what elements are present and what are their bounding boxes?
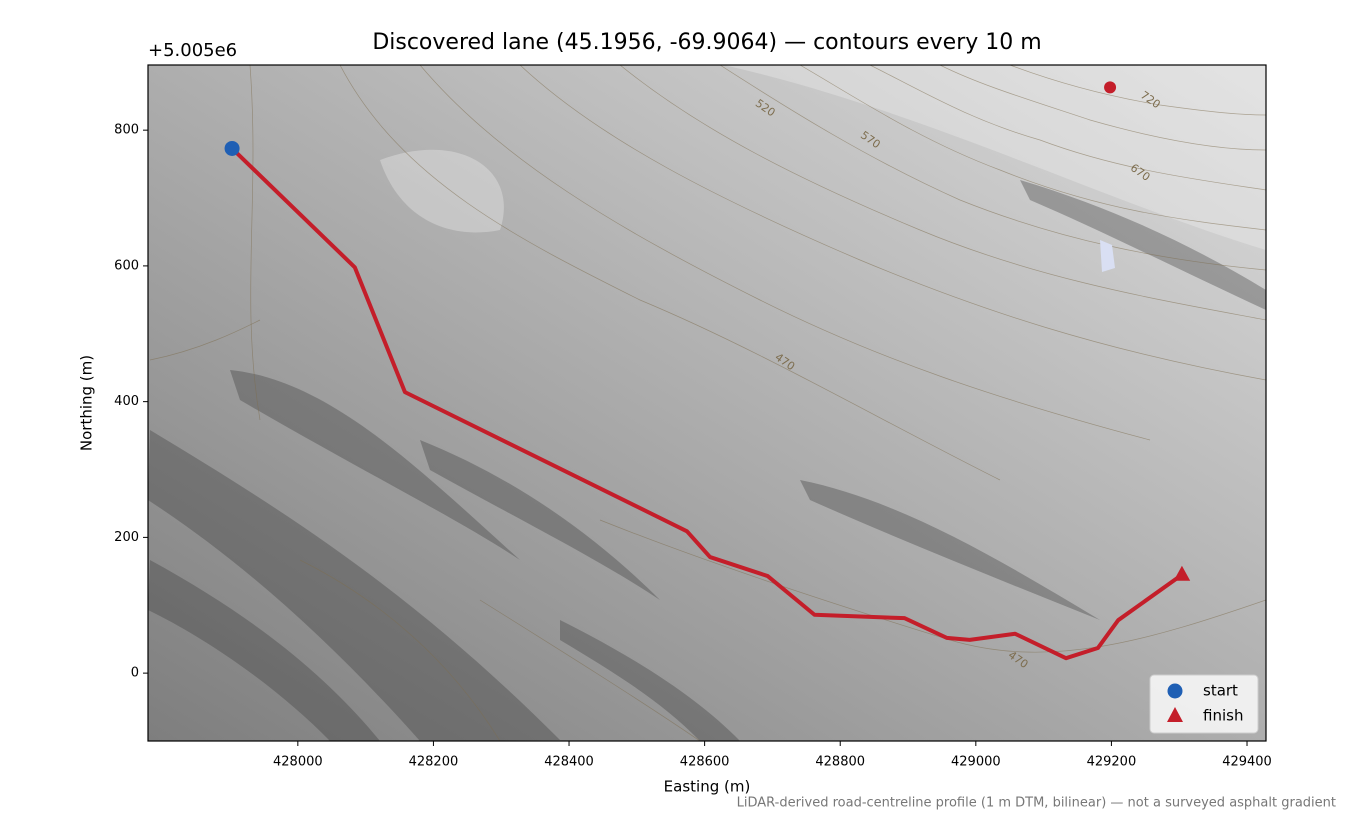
route-line [230,147,1184,661]
y-axis-label: Northing (m) [78,355,96,451]
finish-marker [1173,565,1191,581]
chart-title: Discovered lane (45.1956, -69.9064) — co… [372,30,1041,55]
legend-swatch [1167,683,1183,699]
legend-label: start [1203,682,1238,700]
summit-marker [1104,81,1117,94]
axes-frame [147,64,1267,742]
y-tick-label: 800 [114,123,139,138]
x-tick-label: 429400 [1222,755,1272,770]
start-marker [224,140,240,156]
y-tick-label: 0 [131,666,139,681]
x-tick-label: 428400 [544,755,594,770]
y-tick-label: 600 [114,258,139,273]
legend-label: finish [1203,707,1243,725]
y-offset-label: +5.005e6 [148,40,237,61]
water [1100,240,1115,272]
x-axis-label: Easting (m) [664,778,751,796]
y-tick-label: 400 [114,394,139,409]
x-tick-label: 428000 [273,755,323,770]
x-tick-label: 429000 [951,755,1001,770]
x-tick-label: 428200 [409,755,459,770]
y-tick-label: 200 [114,530,139,545]
legend-swatch [1167,707,1183,722]
x-tick-label: 428600 [680,755,730,770]
x-tick-label: 429200 [1087,755,1137,770]
x-tick-label: 428800 [815,755,865,770]
hillshade [148,65,1266,741]
footnote: LiDAR-derived road-centreline profile (1… [737,796,1336,811]
